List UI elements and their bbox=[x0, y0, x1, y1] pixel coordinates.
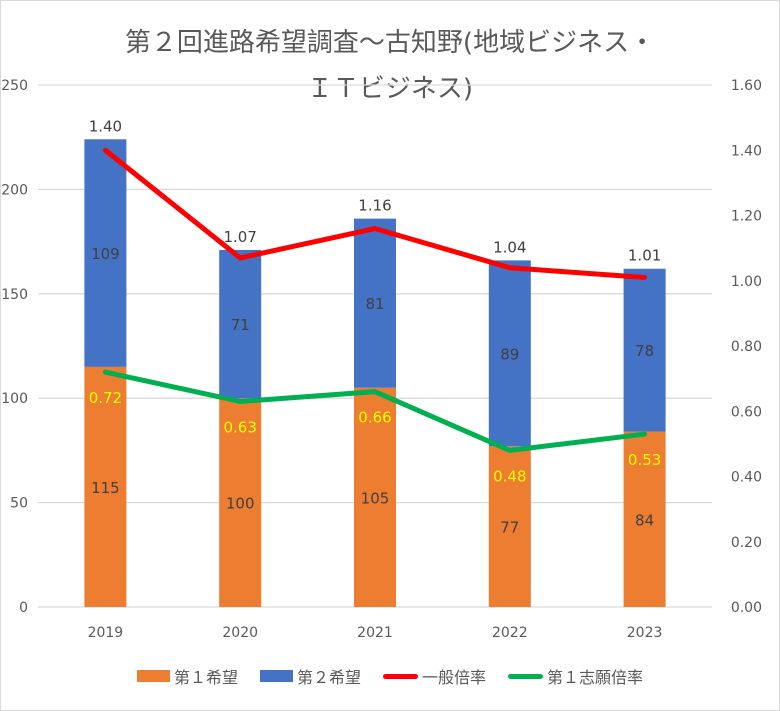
bar-first-choice bbox=[354, 387, 396, 607]
legend-item-first-choice[interactable]: 第１希望 bbox=[136, 664, 238, 688]
bar-label-first-choice: 105 bbox=[361, 489, 390, 507]
legend-label-second-choice: 第２希望 bbox=[296, 668, 361, 687]
y-primary-tick-label: 50 bbox=[10, 496, 28, 512]
y-secondary-tick-label: 1.00 bbox=[731, 274, 762, 290]
data-label-general-ratio: 1.16 bbox=[358, 197, 391, 215]
data-label-general-ratio: 1.04 bbox=[493, 238, 526, 256]
legend-label-first-application-ratio: 第１志願倍率 bbox=[547, 668, 644, 687]
y-primary-tick-label: 100 bbox=[1, 391, 28, 407]
bar-label-first-choice: 100 bbox=[226, 495, 255, 513]
bar-first-choice bbox=[623, 431, 666, 607]
y-primary-tick-label: 200 bbox=[1, 182, 28, 198]
data-label-first-application-ratio: 0.66 bbox=[358, 409, 391, 427]
legend-item-second-choice[interactable]: 第２希望 bbox=[259, 664, 361, 688]
legend: 第１希望 第２希望 一般倍率 第１志願倍率 bbox=[0, 664, 780, 688]
x-tick-label: 2019 bbox=[88, 625, 124, 641]
x-tick-label: 2022 bbox=[492, 625, 528, 641]
line-general-ratio bbox=[102, 147, 648, 280]
data-label-general-ratio: 1.07 bbox=[223, 228, 256, 246]
bar-first-choice bbox=[219, 398, 262, 607]
legend-item-first-application-ratio[interactable]: 第１志願倍率 bbox=[508, 664, 643, 688]
chart-title-line-1: 第２回進路希望調査～古知野(地域ビジネス・ bbox=[124, 28, 656, 58]
data-label-general-ratio: 1.40 bbox=[89, 117, 122, 135]
bar-label-second-choice: 109 bbox=[91, 245, 120, 263]
bar-second-choice bbox=[354, 218, 396, 388]
bar-second-choice bbox=[84, 139, 127, 367]
data-label-first-application-ratio: 0.72 bbox=[89, 389, 122, 407]
bar-second-choice bbox=[488, 260, 531, 447]
legend-swatch-general-ratio bbox=[383, 673, 418, 679]
x-tick-label: 2020 bbox=[222, 625, 258, 641]
bar-first-choice bbox=[84, 366, 127, 607]
data-label-first-application-ratio: 0.53 bbox=[628, 451, 661, 469]
legend-swatch-second-choice bbox=[259, 670, 293, 682]
y-secondary-tick-label: 0.80 bbox=[731, 339, 762, 355]
data-label-first-application-ratio: 0.48 bbox=[493, 467, 526, 485]
y-secondary-tick-label: 0.20 bbox=[731, 535, 762, 551]
y-secondary-tick-label: 1.20 bbox=[731, 209, 762, 225]
legend-swatch-first-choice bbox=[136, 670, 170, 682]
chart-title-line-2: ＩＴビジネス) bbox=[306, 74, 474, 104]
legend-label-general-ratio: 一般倍率 bbox=[422, 668, 487, 687]
bar-label-second-choice: 71 bbox=[231, 316, 250, 334]
x-tick-label: 2023 bbox=[627, 625, 663, 641]
x-tick-label: 2021 bbox=[357, 625, 393, 641]
y-secondary-tick-label: 0.00 bbox=[731, 600, 762, 616]
line-first-application-ratio bbox=[102, 369, 648, 453]
bar-label-first-choice: 84 bbox=[635, 511, 654, 529]
bar-label-second-choice: 81 bbox=[365, 295, 384, 313]
bar-second-choice bbox=[219, 249, 262, 399]
legend-item-general-ratio[interactable]: 一般倍率 bbox=[383, 664, 486, 688]
bar-label-second-choice: 78 bbox=[635, 342, 654, 360]
y-secondary-tick-label: 0.40 bbox=[731, 470, 762, 486]
bar-label-first-choice: 77 bbox=[500, 519, 519, 537]
legend-label-first-choice: 第１希望 bbox=[173, 668, 238, 687]
bar-label-second-choice: 89 bbox=[500, 345, 519, 363]
data-label-general-ratio: 1.01 bbox=[628, 247, 661, 265]
bar-label-first-choice: 115 bbox=[91, 479, 120, 497]
bar-second-choice bbox=[623, 268, 666, 432]
y-secondary-tick-label: 1.60 bbox=[731, 78, 762, 94]
y-secondary-tick-label: 1.40 bbox=[731, 143, 762, 159]
y-primary-tick-label: 150 bbox=[1, 287, 28, 303]
y-primary-tick-label: 250 bbox=[1, 78, 28, 94]
bar-first-choice bbox=[488, 446, 531, 607]
data-label-first-application-ratio: 0.63 bbox=[223, 418, 256, 436]
legend-swatch-first-application-ratio bbox=[508, 673, 544, 679]
y-primary-tick-label: 0 bbox=[19, 600, 28, 616]
y-secondary-tick-label: 0.60 bbox=[731, 404, 762, 420]
